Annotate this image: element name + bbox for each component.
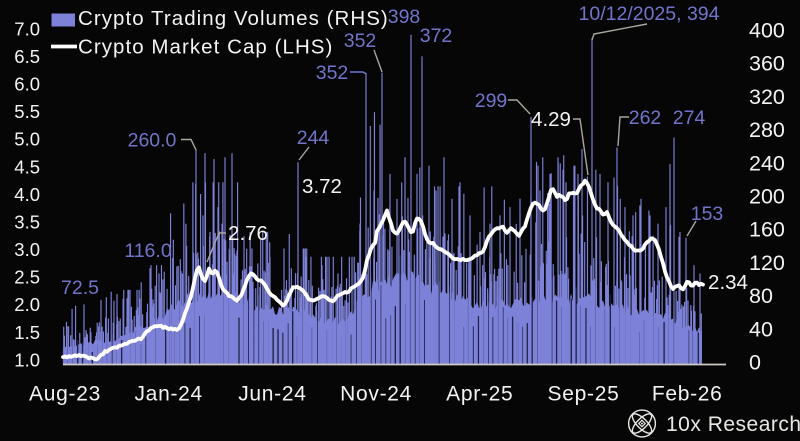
svg-text:5.0: 5.0 <box>14 129 40 150</box>
svg-text:320: 320 <box>749 85 785 109</box>
svg-text:Feb-26: Feb-26 <box>652 383 723 406</box>
svg-text:40: 40 <box>749 317 773 341</box>
svg-text:10/12/2025, 394: 10/12/2025, 394 <box>579 3 720 25</box>
svg-text:400: 400 <box>749 19 785 43</box>
svg-text:352: 352 <box>316 62 349 84</box>
svg-text:360: 360 <box>749 52 785 76</box>
svg-text:72.5: 72.5 <box>61 277 99 299</box>
svg-text:3.0: 3.0 <box>14 239 40 260</box>
svg-text:2.0: 2.0 <box>14 294 40 315</box>
svg-text:2.76: 2.76 <box>228 222 268 245</box>
svg-text:244: 244 <box>297 127 330 149</box>
svg-text:352: 352 <box>344 30 377 52</box>
svg-text:Crypto Trading Volumes (RHS): Crypto Trading Volumes (RHS) <box>78 7 389 30</box>
svg-text:200: 200 <box>749 185 785 209</box>
svg-text:7.0: 7.0 <box>14 18 40 39</box>
svg-text:1.5: 1.5 <box>14 322 40 343</box>
svg-text:274: 274 <box>673 107 706 129</box>
svg-text:116.0: 116.0 <box>124 240 172 262</box>
svg-text:Nov-24: Nov-24 <box>340 383 412 406</box>
svg-text:240: 240 <box>749 151 785 175</box>
svg-text:372: 372 <box>420 25 453 47</box>
svg-text:280: 280 <box>749 118 785 142</box>
svg-text:Jun-24: Jun-24 <box>238 383 306 406</box>
svg-text:6.0: 6.0 <box>14 74 40 95</box>
svg-text:6.5: 6.5 <box>14 46 40 67</box>
svg-text:10x Research: 10x Research <box>666 413 800 436</box>
svg-text:3.72: 3.72 <box>302 175 342 198</box>
svg-text:262: 262 <box>629 107 662 129</box>
svg-text:3.5: 3.5 <box>14 212 40 233</box>
svg-text:1.0: 1.0 <box>14 349 40 370</box>
svg-text:260.0: 260.0 <box>128 130 177 152</box>
svg-text:2.5: 2.5 <box>14 267 40 288</box>
svg-text:160: 160 <box>749 218 785 242</box>
svg-text:4.5: 4.5 <box>14 156 40 177</box>
svg-text:299: 299 <box>475 90 508 112</box>
svg-text:4.29: 4.29 <box>531 108 571 131</box>
svg-text:Aug-23: Aug-23 <box>29 383 101 406</box>
svg-text:153: 153 <box>691 203 724 225</box>
svg-text:Crypto Market Cap (LHS): Crypto Market Cap (LHS) <box>78 36 333 59</box>
svg-text:398: 398 <box>388 6 421 28</box>
svg-text:80: 80 <box>749 284 773 308</box>
svg-text:2.34: 2.34 <box>708 271 748 294</box>
svg-text:4.0: 4.0 <box>14 184 40 205</box>
svg-text:120: 120 <box>749 251 785 275</box>
svg-text:Jan-24: Jan-24 <box>134 383 202 406</box>
svg-text:Apr-25: Apr-25 <box>446 383 513 406</box>
svg-text:Sep-25: Sep-25 <box>548 383 620 406</box>
svg-text:5.5: 5.5 <box>14 101 40 122</box>
svg-text:0: 0 <box>749 351 761 375</box>
